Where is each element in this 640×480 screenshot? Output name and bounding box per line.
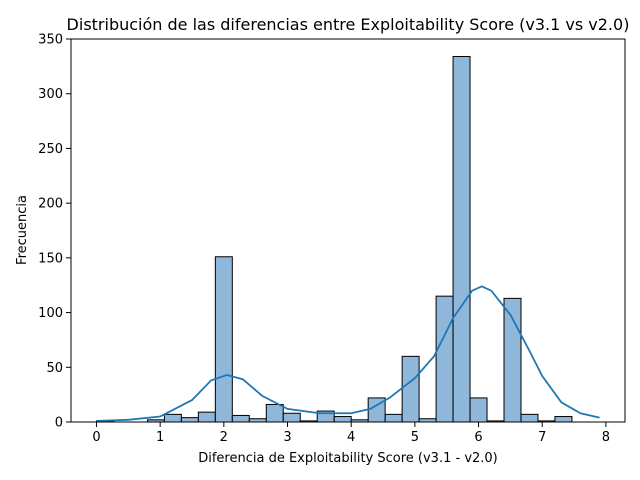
y-tick-label: 50: [46, 361, 63, 376]
histogram-bar: [554, 416, 573, 423]
plot-area: 0 1 2 3 4 5 6 7 8 0 50 100 150 200 250 300 350: [38, 33, 626, 445]
histogram-bar: [384, 413, 403, 423]
x-tick-label: 5: [411, 430, 419, 445]
histogram-bar: [469, 397, 488, 423]
histogram-bar: [282, 412, 301, 423]
x-tick-label: 7: [538, 430, 546, 445]
y-tick-label: 100: [38, 306, 63, 321]
chart-title: Distribución de las diferencias entre Ex…: [67, 15, 630, 34]
x-axis-label: Diferencia de Exploitability Score (v3.1…: [198, 451, 498, 466]
histogram-bar: [452, 56, 471, 423]
x-tick-label: 0: [92, 430, 100, 445]
y-axis-label: Frecuencia: [15, 195, 30, 265]
y-tick-label: 250: [38, 142, 63, 157]
histogram-bar: [520, 413, 539, 423]
x-tick-label: 1: [156, 430, 164, 445]
histogram-bar: [180, 417, 199, 423]
histogram-bar: [333, 416, 352, 423]
plot-frame: [70, 38, 626, 423]
x-tick-label: 4: [347, 430, 355, 445]
y-tick-label: 150: [38, 251, 63, 266]
y-tick-label: 200: [38, 197, 63, 212]
histogram-bar: [163, 413, 182, 423]
x-tick-label: 2: [220, 430, 228, 445]
histogram-bar: [214, 256, 233, 423]
kde-line: [96, 285, 600, 422]
histogram-bar: [231, 414, 250, 423]
y-tick-label: 300: [38, 87, 63, 102]
y-tick-label: 0: [55, 416, 63, 431]
x-tick-label: 8: [602, 430, 610, 445]
y-tick-label: 350: [38, 33, 63, 48]
x-tick-label: 3: [283, 430, 291, 445]
histogram-bar: [401, 355, 420, 423]
histogram-bar: [197, 411, 216, 423]
histogram-bar: [435, 295, 454, 423]
x-tick-label: 6: [474, 430, 482, 445]
histogram-bar: [265, 403, 284, 423]
